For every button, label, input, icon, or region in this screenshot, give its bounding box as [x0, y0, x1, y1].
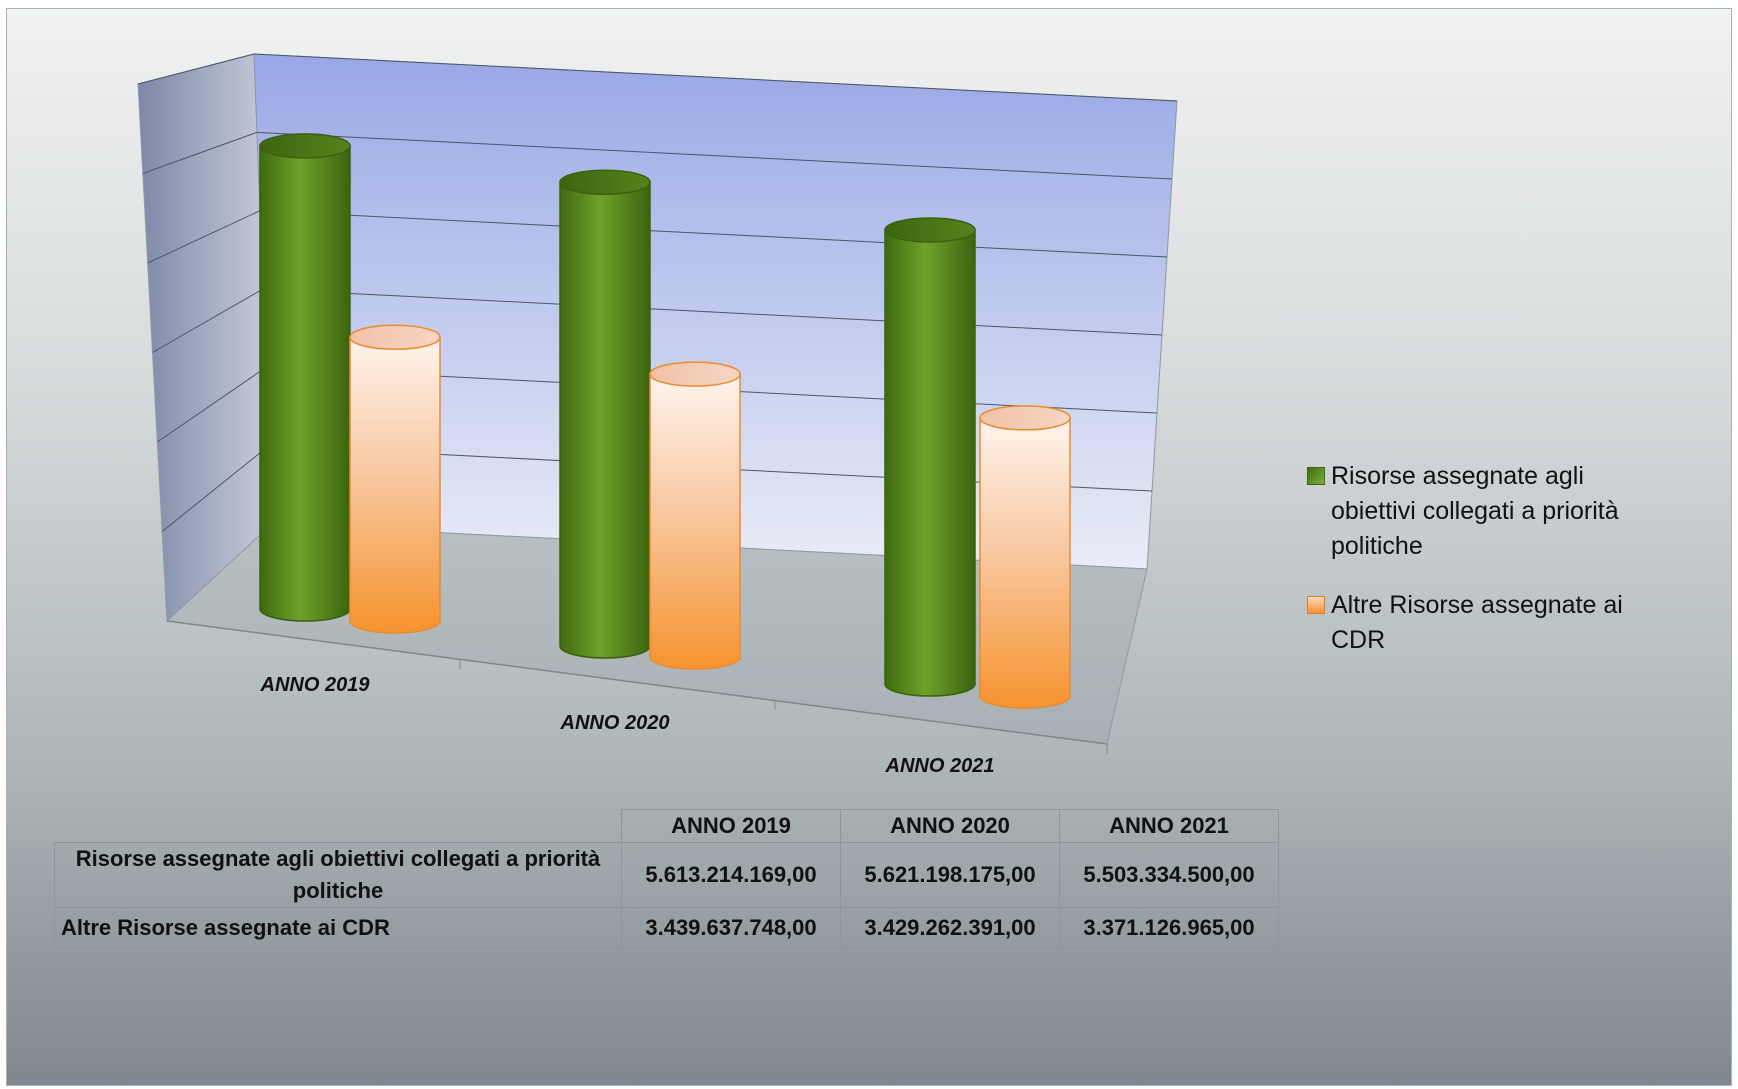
- table-cell: 5.503.334.500,00: [1059, 842, 1279, 908]
- cylinder-body: [349, 336, 441, 634]
- legend: Risorse assegnate agli obiettivi collega…: [1307, 459, 1627, 682]
- legend-item-series-1: Risorse assegnate agli obiettivi collega…: [1307, 459, 1627, 564]
- table-row-label: Altre Risorse assegnate ai CDR: [54, 907, 622, 949]
- cylinder-top: [559, 169, 651, 196]
- cylinder-body: [259, 145, 351, 622]
- cylinder-body: [979, 417, 1071, 709]
- cylinder-body: [884, 229, 976, 697]
- cylinder-top: [259, 133, 351, 159]
- bar-orange-0: [349, 324, 441, 634]
- chart-plot: ANNO 2019 ANNO 2020 ANNO 2021: [137, 53, 1178, 777]
- bars: [259, 133, 1071, 709]
- chart-frame: ANNO 2019 ANNO 2020 ANNO 2021 Risorse asse…: [6, 8, 1732, 1086]
- table-corner: [54, 809, 622, 843]
- category-labels: ANNO 2019 ANNO 2020 ANNO 2021: [260, 674, 995, 777]
- category-label: ANNO 2019: [260, 674, 371, 696]
- table-row-label: Risorse assegnate agli obiettivi collega…: [54, 842, 622, 908]
- side-wall: [137, 53, 273, 623]
- bar-green-0: [259, 133, 351, 622]
- table-header: ANNO 2019: [621, 809, 841, 843]
- x-axis-line: [166, 620, 1108, 745]
- category-label: ANNO 2021: [885, 755, 995, 777]
- cylinder-body: [649, 373, 741, 670]
- table-cell: 5.613.214.169,00: [621, 842, 841, 908]
- table-row: Altre Risorse assegnate ai CDR 3.439.637…: [54, 907, 1279, 949]
- bar-green-1: [559, 169, 651, 659]
- cylinder-body: [559, 181, 651, 659]
- table-header-row: ANNO 2019 ANNO 2020 ANNO 2021: [54, 809, 1279, 843]
- cylinder-top: [979, 405, 1071, 431]
- legend-swatch-orange: [1307, 596, 1325, 614]
- cylinder-top: [649, 361, 741, 387]
- table-header: ANNO 2020: [840, 809, 1060, 843]
- table-cell: 3.429.262.391,00: [840, 907, 1060, 949]
- table-row: Risorse assegnate agli obiettivi collega…: [54, 842, 1279, 908]
- legend-item-series-2: Altre Risorse assegnate ai CDR: [1307, 588, 1627, 658]
- legend-swatch-green: [1307, 467, 1325, 485]
- gridline: [137, 53, 1178, 102]
- data-table: ANNO 2019 ANNO 2020 ANNO 2021 Risorse as…: [54, 809, 1279, 949]
- legend-label: Risorse assegnate agli obiettivi collega…: [1331, 462, 1619, 560]
- cylinder-top: [884, 217, 976, 243]
- bar-green-2: [884, 217, 976, 697]
- cylinder-top: [349, 324, 441, 350]
- gridline: [142, 131, 1173, 180]
- table-header: ANNO 2021: [1059, 809, 1279, 843]
- table-cell: 5.621.198.175,00: [840, 842, 1060, 908]
- category-label: ANNO 2020: [560, 712, 670, 734]
- legend-label: Altre Risorse assegnate ai CDR: [1331, 591, 1623, 654]
- bar-orange-2: [979, 405, 1071, 709]
- table-cell: 3.371.126.965,00: [1059, 907, 1279, 949]
- table-cell: 3.439.637.748,00: [621, 907, 841, 949]
- bar-orange-1: [649, 361, 741, 670]
